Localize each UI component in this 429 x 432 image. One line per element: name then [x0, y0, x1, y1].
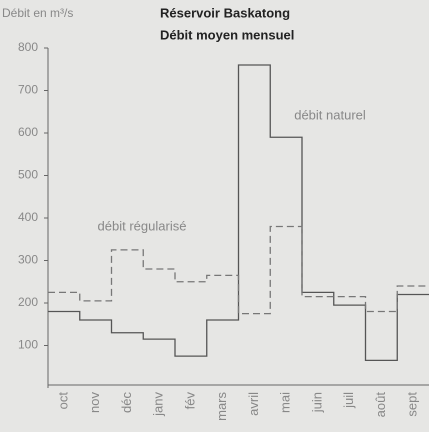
x-tick-label: sept — [405, 392, 420, 417]
x-tick-label: avril — [246, 392, 261, 416]
y-axis-label: Débit en m³/s — [2, 6, 73, 20]
y-tick-label: 500 — [18, 168, 38, 182]
series-line — [48, 225, 429, 315]
x-tick-label: déc — [119, 392, 134, 413]
x-tick-label: juin — [309, 392, 324, 413]
x-tick-label: janv — [151, 392, 166, 417]
y-tick-label: 300 — [18, 253, 38, 267]
x-tick-label: août — [373, 392, 388, 418]
x-tick-label: mai — [278, 392, 293, 413]
x-tick-label: nov — [87, 392, 102, 413]
y-tick-label: 600 — [18, 125, 38, 139]
x-tick-label: mars — [214, 392, 229, 421]
annotation: débit régularisé — [98, 218, 187, 233]
x-tick-label: oct — [55, 392, 70, 410]
series-line — [48, 64, 429, 362]
x-tick-label: fév — [182, 392, 197, 410]
annotation: débit naturel — [294, 107, 366, 122]
chart-title: Réservoir Baskatong — [160, 5, 290, 20]
chart-subtitle: Débit moyen mensuel — [160, 27, 294, 42]
y-tick-label: 700 — [18, 83, 38, 97]
y-tick-label: 400 — [18, 210, 38, 224]
y-tick-label: 200 — [18, 295, 38, 309]
x-tick-label: juil — [341, 392, 356, 409]
y-tick-label: 100 — [18, 338, 38, 352]
y-tick-label: 800 — [18, 40, 38, 54]
